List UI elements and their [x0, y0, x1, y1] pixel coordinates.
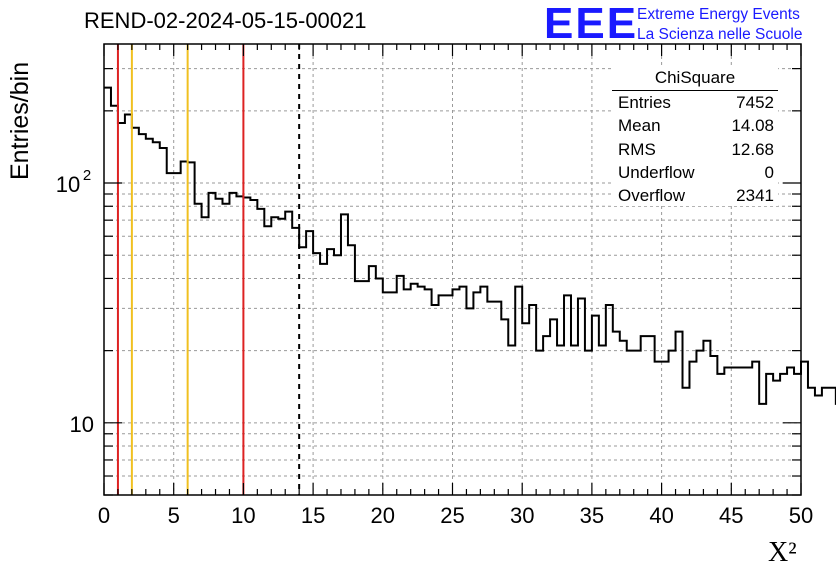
eee-logo-text: Extreme Energy Events La Scienza nelle S…	[637, 5, 802, 45]
stats-value: 12.68	[731, 139, 774, 159]
logo-line-2: La Scienza nelle Scuole	[637, 26, 803, 43]
stats-row-entries: Entries 7452	[612, 91, 778, 114]
stats-label: Overflow	[618, 186, 686, 206]
x-tick-label: 10	[231, 503, 255, 528]
stats-box-background	[612, 66, 778, 206]
x-tick-label: 0	[98, 503, 110, 528]
stats-value: 14.08	[731, 116, 774, 136]
x-axis-label: X²	[768, 537, 797, 569]
stats-box: ChiSquare Entries 7452 Mean 14.08 RMS 12…	[612, 66, 778, 207]
x-tick-label: 45	[719, 503, 743, 528]
x-tick-label: 20	[371, 503, 395, 528]
y-tick-label: 10	[56, 172, 80, 197]
eee-logo: EEE	[544, 0, 639, 48]
stats-value: 7452	[736, 93, 774, 112]
histogram-series	[104, 86, 836, 405]
x-tick-label: 15	[301, 503, 325, 528]
logo-line-1: Extreme Energy Events	[637, 6, 800, 23]
stats-value: 0	[764, 162, 774, 182]
stats-label: Underflow	[618, 162, 695, 182]
x-tick-label: 30	[510, 503, 534, 528]
y-tick-label-exponent: 2	[83, 167, 91, 184]
chart-title: REND-02-2024-05-15-00021	[84, 8, 367, 33]
stats-title: ChiSquare	[612, 66, 778, 91]
x-tick-label: 25	[440, 503, 464, 528]
stats-row-mean: Mean 14.08	[612, 114, 778, 137]
stats-row-underflow: Underflow 0	[612, 161, 778, 184]
x-axis-label-text: X²	[768, 537, 797, 568]
stats-row-rms: RMS 12.68	[612, 138, 778, 161]
stats-label: Mean	[618, 116, 661, 136]
x-tick-label: 50	[789, 503, 813, 528]
stats-label: RMS	[618, 139, 656, 159]
stats-value: 2341	[736, 186, 774, 206]
stats-label: Entries	[618, 93, 671, 112]
y-tick-label: 10	[70, 412, 94, 437]
x-tick-label: 40	[649, 503, 673, 528]
x-tick-label: 5	[168, 503, 180, 528]
stats-row-overflow: Overflow 2341	[612, 184, 778, 207]
x-tick-label: 35	[580, 503, 604, 528]
